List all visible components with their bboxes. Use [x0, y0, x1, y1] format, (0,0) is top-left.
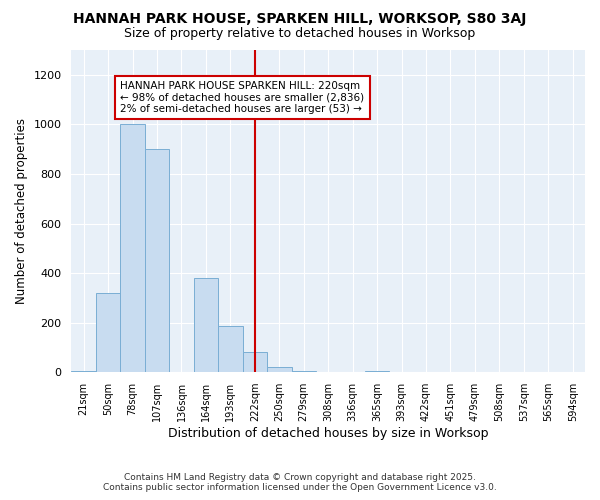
- Bar: [292, 371, 316, 372]
- Bar: [218, 326, 242, 372]
- Bar: [96, 293, 121, 372]
- Y-axis label: Number of detached properties: Number of detached properties: [15, 118, 28, 304]
- Text: Size of property relative to detached houses in Worksop: Size of property relative to detached ho…: [124, 28, 476, 40]
- Text: HANNAH PARK HOUSE, SPARKEN HILL, WORKSOP, S80 3AJ: HANNAH PARK HOUSE, SPARKEN HILL, WORKSOP…: [73, 12, 527, 26]
- Text: HANNAH PARK HOUSE SPARKEN HILL: 220sqm
← 98% of detached houses are smaller (2,8: HANNAH PARK HOUSE SPARKEN HILL: 220sqm ←…: [121, 81, 364, 114]
- Bar: [121, 124, 145, 372]
- Bar: [145, 149, 169, 372]
- Bar: [194, 278, 218, 372]
- Text: Contains HM Land Registry data © Crown copyright and database right 2025.
Contai: Contains HM Land Registry data © Crown c…: [103, 473, 497, 492]
- X-axis label: Distribution of detached houses by size in Worksop: Distribution of detached houses by size …: [168, 427, 488, 440]
- Bar: [242, 352, 267, 372]
- Bar: [267, 368, 292, 372]
- Bar: [71, 371, 96, 372]
